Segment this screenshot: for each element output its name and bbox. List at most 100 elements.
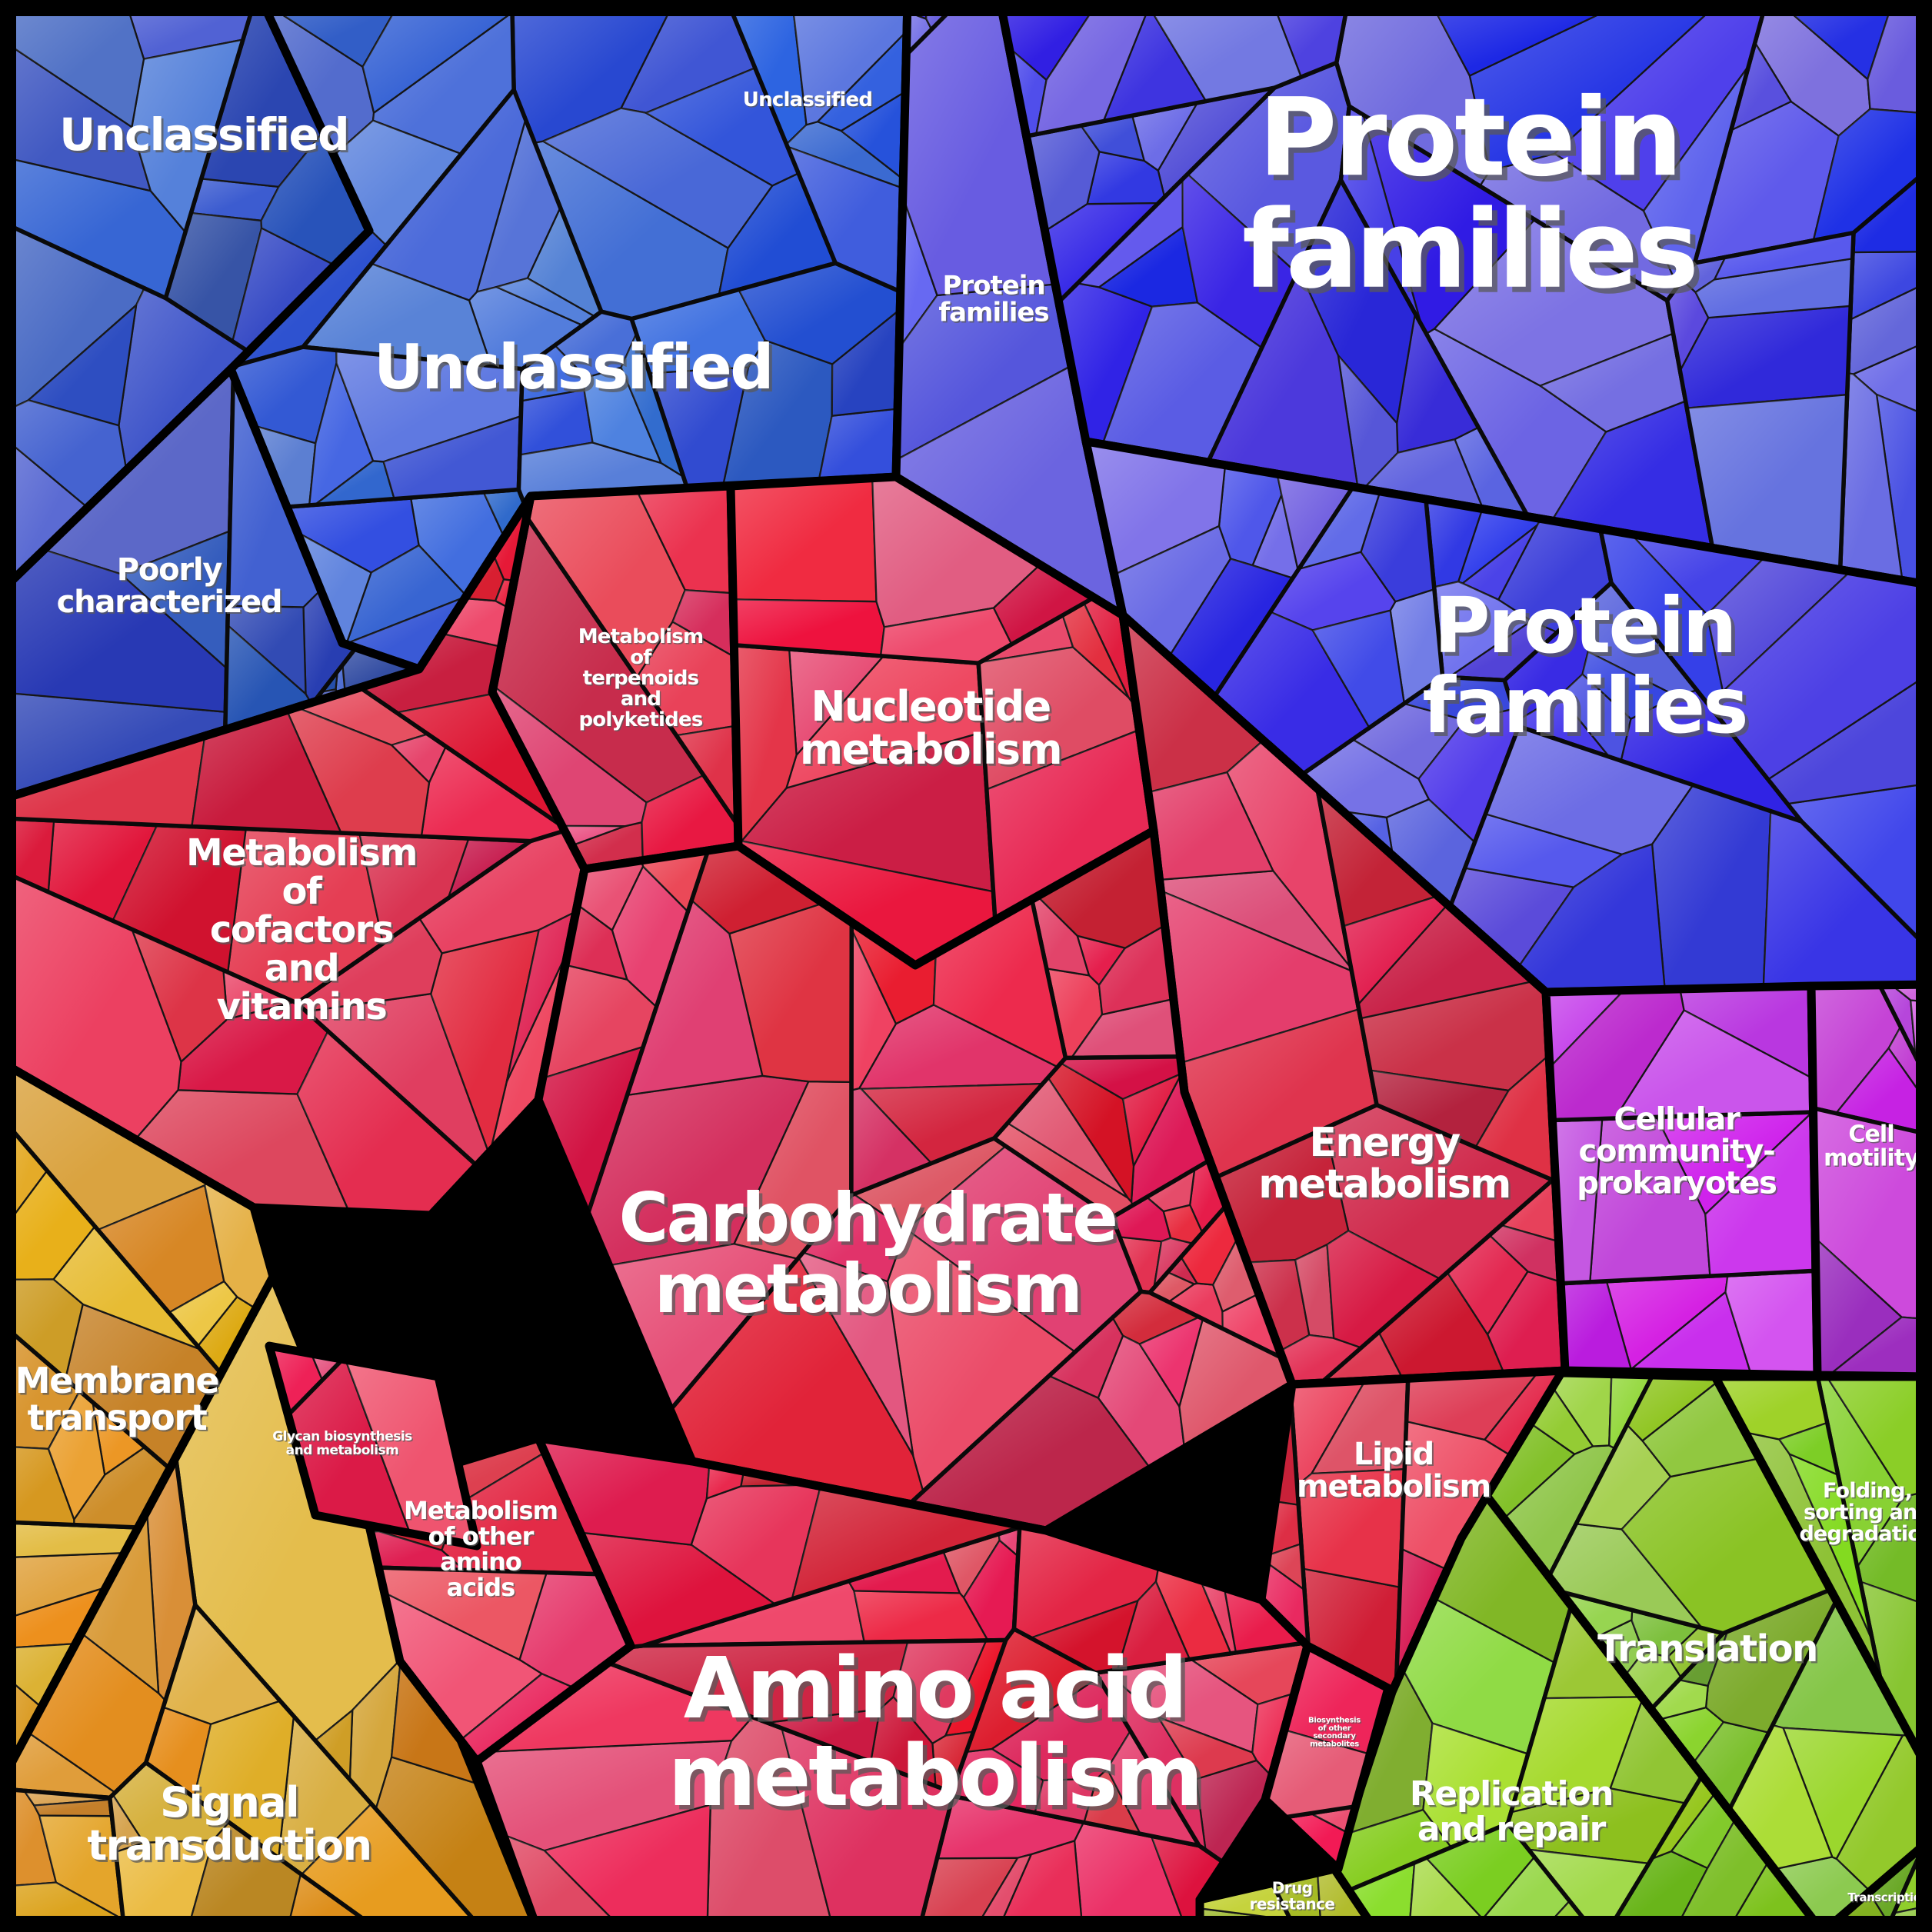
- cell-shine: [1590, 1117, 1710, 1282]
- cell-shine: [1813, 1108, 1932, 1320]
- cell-shine: [1357, 904, 1534, 1019]
- cell-shine: [1132, 102, 1198, 171]
- region-cell-motility[interactable]: [1807, 980, 1932, 1381]
- region-folding-sorting-degradation[interactable]: [1710, 1372, 1932, 1781]
- cell-shine: [1148, 772, 1274, 880]
- cell-shine: [1114, 526, 1231, 657]
- label-protein-families-strip: Protein families: [938, 270, 1048, 328]
- cell-shine: [1106, 1659, 1258, 1753]
- cell-shine: [1295, 1244, 1334, 1338]
- region-protein-families-mid[interactable]: [1081, 437, 1932, 997]
- cell-shine: [1099, 925, 1174, 1015]
- cell-shine: [490, 948, 569, 1151]
- cell-shine: [194, 1700, 294, 1858]
- cell-shine: [1763, 811, 1932, 988]
- cell-shine: [649, 367, 748, 488]
- cell-shine: [1511, 1697, 1643, 1813]
- cell-shine: [286, 498, 419, 573]
- cell-shine: [65, 1304, 222, 1469]
- cell-shine: [223, 970, 295, 1020]
- cell-shine: [986, 730, 1154, 921]
- cell-shine: [1378, 1272, 1504, 1379]
- region-cofactors-vitamins[interactable]: [0, 491, 589, 1220]
- cell-shine: [496, 278, 595, 325]
- label-shadow-lipid-metabolism: Lipid metabolism: [1298, 1438, 1492, 1506]
- region-unclassified-topleft[interactable]: [0, 0, 374, 597]
- region-energy-metabolism[interactable]: [1118, 611, 1570, 1389]
- cell-shine: [261, 132, 369, 265]
- cell-shine: [1489, 1225, 1561, 1282]
- cell-shine: [851, 1088, 932, 1195]
- cell-shine: [535, 141, 728, 319]
- cell-shine: [1815, 1238, 1902, 1376]
- label-replication-repair: Replication and repair: [1410, 1774, 1613, 1849]
- cell-shine: [0, 692, 226, 800]
- cell-shine: [1327, 1231, 1440, 1348]
- cell-shine: [727, 0, 807, 145]
- cell-shine: [1081, 115, 1144, 161]
- cell-shine: [1551, 401, 1713, 548]
- cell-shine: [1084, 1768, 1141, 1834]
- cell-shine: [1517, 695, 1610, 757]
- cell-shine: [1469, 0, 1722, 172]
- cell-shine: [587, 1075, 809, 1266]
- cell-shine: [296, 688, 428, 745]
- region-outline: [1818, 1834, 1932, 1932]
- region-amino-acid-metabolism[interactable]: [472, 1434, 1312, 1932]
- cell-shine: [492, 686, 647, 827]
- cell-shine: [441, 1452, 599, 1574]
- cell-shine: [1000, 0, 1100, 80]
- cell-shine: [1544, 1605, 1642, 1699]
- cell-shine: [734, 645, 797, 843]
- labels-layer: UnclassifiedUnclassifiedUnclassifiedUncl…: [15, 75, 1932, 1914]
- cell-shine: [1284, 1646, 1388, 1754]
- label-shadow-transcription: Transcription: [1849, 1892, 1930, 1906]
- cell-shine: [1869, 1844, 1924, 1924]
- label-terpenoids-polyketides: Metabolism of terpenoids and polyketides: [578, 625, 704, 731]
- cell-shine: [1131, 1073, 1210, 1206]
- cell-shine: [360, 634, 501, 713]
- label-shadow-carbohydrate-metabolism: Carbohydrate metabolism: [622, 1182, 1120, 1332]
- cell-shine: [1730, 42, 1791, 131]
- label-translation: Translation: [1597, 1627, 1817, 1671]
- cell-shine: [1606, 1274, 1728, 1370]
- label-shadow-protein-families-mid: Protein families: [1426, 585, 1750, 754]
- cell-shine: [1504, 1445, 1615, 1577]
- cell-shine: [1651, 1775, 1716, 1859]
- region-protein-families-top[interactable]: [995, 0, 1932, 590]
- region-signal-transduction[interactable]: [0, 1272, 543, 1932]
- region-membrane-transport[interactable]: [0, 1057, 278, 1789]
- label-protein-families-mid: Protein families: [1422, 581, 1746, 751]
- region-replication-repair[interactable]: [1330, 1491, 1827, 1932]
- cell-shine: [1370, 1070, 1509, 1148]
- region-glycan-biosynthesis[interactable]: [265, 1341, 481, 1551]
- cell-shine: [1168, 1257, 1198, 1284]
- cell-shine: [1561, 1281, 1631, 1372]
- cell-shine: [0, 1553, 125, 1621]
- cell-shine: [1341, 106, 1421, 325]
- cell-shine: [1674, 1818, 1769, 1932]
- region-biosynthesis-secondary[interactable]: [1261, 1641, 1393, 1874]
- cell-shine: [1480, 153, 1678, 301]
- region-unclassified-main[interactable]: [226, 0, 912, 674]
- region-terpenoids-polyketides[interactable]: [488, 481, 743, 874]
- cell-shine: [1857, 1490, 1932, 1607]
- cell-shine: [297, 918, 442, 1012]
- cell-shine: [228, 828, 383, 1004]
- cell-shine: [0, 1521, 138, 1558]
- cell-shine: [1447, 1235, 1528, 1334]
- cell-shine: [205, 1181, 273, 1309]
- cell-shine: [1163, 1204, 1203, 1244]
- region-protein-families-strip[interactable]: [891, 0, 1128, 620]
- label-shadow-membrane-transport: Membrane transport: [17, 1361, 220, 1440]
- cell-shine: [1850, 251, 1932, 320]
- region-poorly-characterized[interactable]: [0, 365, 424, 804]
- cell-shine: [1208, 269, 1358, 488]
- cell-shine: [872, 477, 1041, 628]
- cell-shine: [1139, 1317, 1203, 1407]
- cell-shine: [1659, 1707, 1724, 1764]
- cell-shine: [1087, 152, 1165, 205]
- cell-shine: [555, 311, 637, 378]
- cell-shine: [44, 369, 234, 575]
- region-translation[interactable]: [1482, 1368, 1932, 1932]
